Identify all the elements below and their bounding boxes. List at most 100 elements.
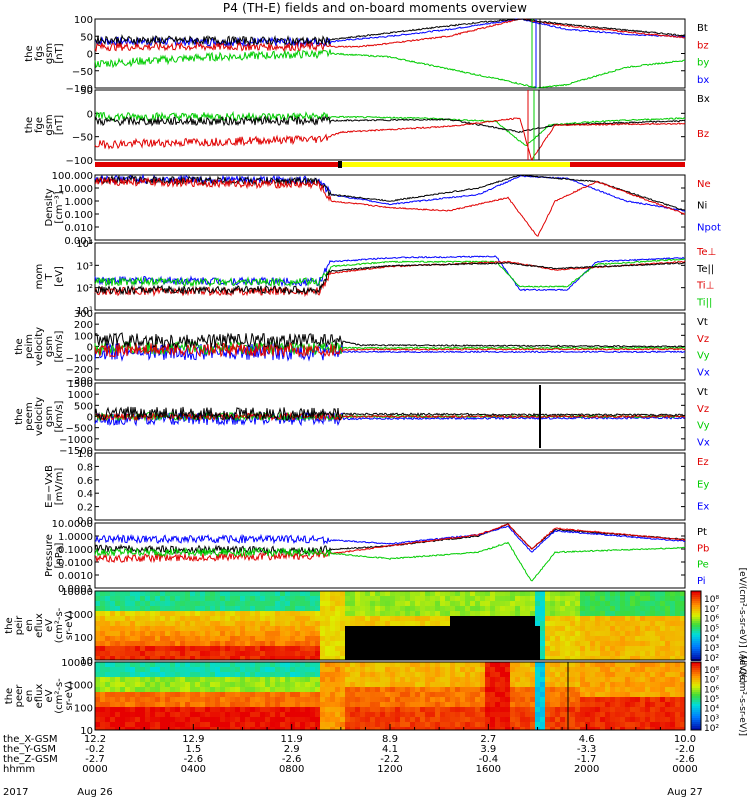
peem-vx-line: [94, 411, 686, 427]
colorbar-label-peir: [eV/(cm²-s-sr-eV)] (All Qs): [737, 568, 747, 684]
legend-peim-Vt: Vt: [697, 317, 708, 328]
legend-fge-Bx: Bx: [697, 94, 710, 105]
ytick-label-temp: 10⁴: [76, 239, 93, 250]
fgs-bz-line: [94, 18, 686, 53]
legend-density-Npot: Npot: [697, 222, 721, 233]
legend-fgs-Bt: Bt: [697, 23, 708, 34]
ylabel-peim: the: [14, 338, 25, 354]
xaxis-value: 4.6: [579, 734, 595, 745]
colorbar-tick-peer: 10⁸: [704, 666, 719, 676]
ylabel-peer: sr-eV): [64, 681, 75, 710]
peim-vt-line: [94, 332, 685, 350]
ylabel-fgs: the: [24, 45, 35, 61]
legend-pressure-Pb: Pb: [697, 543, 709, 554]
xaxis-value: 0000: [82, 764, 107, 775]
legend-temp-Ti⊥: Ti⊥: [696, 281, 714, 292]
xaxis-value: 2.7: [480, 734, 496, 745]
fge-bz-line: [94, 117, 686, 162]
ytick-label-peer: 100: [74, 703, 93, 714]
ytick-label-fgs: 100: [74, 15, 93, 26]
xaxis-year: 2017: [3, 787, 28, 798]
legend-peem-Vt: Vt: [697, 387, 708, 398]
ytick-label-fgs: −100: [66, 84, 93, 95]
ytick-label-peim: 200: [74, 320, 93, 331]
legend-density-Ne: Ne: [697, 179, 711, 190]
legend-peem-Vz: Vz: [697, 404, 709, 415]
legend-peem-Vy: Vy: [697, 421, 710, 432]
ytick-label-efield: 1.0: [77, 449, 93, 460]
colorbar-tick-peir: 10⁵: [704, 625, 719, 635]
peim-vy-line: [94, 340, 686, 356]
colorbar-tick-peir: 10²: [704, 654, 719, 664]
ytick-label-efield: 0.4: [77, 489, 93, 500]
ylabel-peir: peir: [14, 615, 25, 635]
ylabel-peem: peem: [24, 402, 35, 430]
ytick-label-density: 0.010: [64, 223, 93, 234]
ylabel-peer: en: [24, 690, 35, 703]
colorbar-tick-peer: 10³: [704, 714, 719, 724]
xaxis-value: 4.1: [382, 744, 398, 755]
ytick-label-peem: −500: [66, 424, 93, 435]
legend-fge-Bz: Bz: [697, 129, 709, 140]
density-ni-line: [94, 174, 686, 211]
colorbar-tick-peir: 10⁶: [704, 615, 719, 625]
ytick-label-peim: 0: [87, 343, 93, 354]
xaxis-value: -3.3: [577, 744, 597, 755]
ytick-label-fge: −50: [72, 133, 93, 144]
ylabel-peim: gsm: [44, 336, 55, 357]
xaxis-value: 0000: [672, 764, 697, 775]
ytick-label-peim: −100: [66, 354, 93, 365]
ylabel-fge: the: [24, 117, 35, 133]
xaxis-value: -2.6: [675, 754, 695, 765]
peim-vz-line: [94, 342, 686, 358]
ylabel-fge: [nT]: [54, 115, 65, 135]
legend-peem-Vx: Vx: [697, 437, 710, 448]
xaxis-value: 3.9: [480, 744, 496, 755]
peer-spectrogram: [95, 662, 685, 730]
ytick-label-fgs: 50: [80, 32, 93, 43]
xaxis-value: -2.6: [282, 754, 302, 765]
colorbar-tick-peir: 10⁴: [704, 634, 719, 644]
legend-peim-Vy: Vy: [697, 351, 710, 362]
chart-title: P4 (TH-E) fields and on-board moments ov…: [222, 1, 528, 15]
ytick-label-density: 0.001: [64, 236, 93, 247]
panel-frame-fge: [94, 89, 686, 161]
ytick-label-pressure: 10.0000: [52, 519, 93, 530]
panel-frame-peim: [94, 312, 686, 381]
region-bar-red-1: [95, 162, 340, 167]
ytick-label-peem: −1000: [59, 435, 93, 446]
ylabel-temp: T: [44, 273, 55, 281]
panel-frame-density: [94, 174, 686, 241]
colorbar-tick-peer: 10²: [704, 724, 719, 734]
xaxis-row-label: the_Y-GSM: [3, 744, 56, 755]
ytick-label-peim: 100: [74, 331, 93, 342]
ylabel-peir: (cm²-s-: [54, 607, 65, 643]
colorbar-tick-peer: 10⁷: [704, 676, 719, 686]
ytick-label-peer: 10: [80, 726, 93, 737]
ylabel-peem: the: [14, 408, 25, 424]
ylabel-peir: the: [4, 617, 15, 633]
ylabel-efield: E=−VxB: [44, 465, 55, 508]
xaxis-row-label: the_Z-GSM: [3, 754, 58, 765]
fgs-by-line: [94, 49, 686, 89]
fgs-bt-line: [94, 18, 686, 46]
colorbar-label-peer: [eV/(cm²-s-sr-eV)]: [737, 656, 747, 736]
ylabel-density: Density: [44, 188, 55, 226]
xaxis-value: -1.7: [577, 754, 597, 765]
legend-pressure-Pi: Pi: [697, 576, 706, 587]
ylabel-fgs: gsm: [44, 43, 55, 64]
ytick-label-temp: 10³: [76, 261, 93, 272]
xaxis-value: -0.2: [85, 744, 105, 755]
ytick-label-peim: −200: [66, 365, 93, 376]
ytick-label-peem: 0: [87, 413, 93, 424]
ytick-label-pressure: 0.0010: [58, 571, 93, 582]
xaxis-value: 0400: [181, 764, 206, 775]
legend-temp-Te||: Te||: [696, 264, 714, 275]
region-bar-red-2: [570, 162, 685, 167]
legend-peim-Vx: Vx: [697, 367, 710, 378]
legend-pressure-Pe: Pe: [697, 560, 709, 571]
colorbar-frame-peir: [690, 590, 702, 661]
legend-temp-Ti||: Ti||: [696, 297, 712, 308]
legend-efield-Ez: Ez: [697, 457, 709, 468]
ytick-label-density: 100.000: [52, 171, 93, 182]
